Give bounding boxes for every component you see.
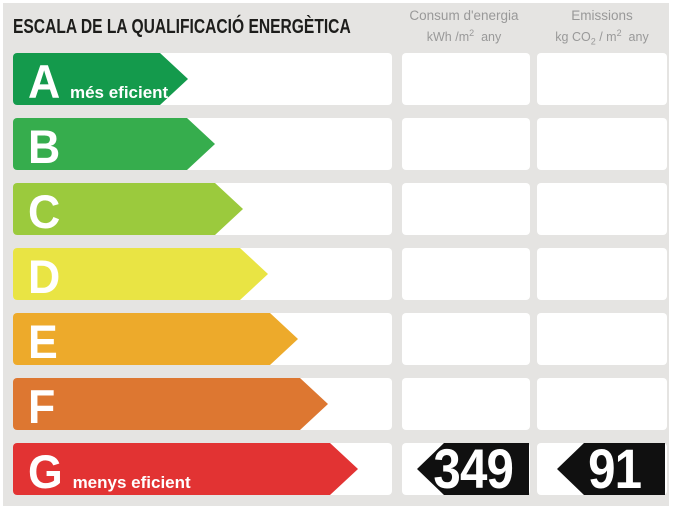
column-header-emissions: Emissions kg CO2 / m2 any — [533, 8, 671, 47]
rating-letter: E — [28, 315, 58, 368]
unit-text: any — [474, 30, 502, 45]
consumption-cell — [402, 118, 530, 170]
unit-superscript: 2 — [616, 27, 622, 38]
unit-text: kWh /m — [426, 30, 470, 45]
consumption-cell: 349 — [402, 443, 530, 495]
emissions-cell — [537, 183, 667, 235]
unit-text: kg CO — [555, 30, 591, 45]
page-title: ESCALA DE LA QUALIFICACIÓ ENERGÈTICA — [13, 16, 351, 38]
rating-row-d: D — [0, 248, 675, 300]
rating-arrow-f: F — [13, 378, 328, 430]
unit-superscript: 2 — [469, 27, 475, 38]
consumption-value-badge: 349 — [417, 443, 529, 495]
consumption-cell — [402, 183, 530, 235]
scale-track: B — [13, 118, 392, 170]
scale-track: G menys eficient — [13, 443, 392, 495]
unit-subscript: 2 — [590, 36, 596, 47]
emissions-value-badge: 91 — [557, 443, 665, 495]
rating-arrow-d: D — [13, 248, 268, 300]
rating-letter: B — [28, 120, 61, 173]
emissions-cell — [537, 53, 667, 105]
rating-arrow-e: E — [13, 313, 298, 365]
scale-track: F — [13, 378, 392, 430]
rating-row-b: B — [0, 118, 675, 170]
unit-text: / m — [595, 30, 617, 45]
unit-text: any — [621, 30, 649, 45]
scale-track: A més eficient — [13, 53, 392, 105]
rating-letter: C — [28, 185, 61, 238]
rating-letter: F — [28, 380, 56, 433]
consumption-value: 349 — [433, 437, 513, 500]
rating-row-e: E — [0, 313, 675, 365]
consumption-cell — [402, 53, 530, 105]
emissions-cell: 91 — [537, 443, 667, 495]
emissions-cell — [537, 118, 667, 170]
rating-arrow-b: B — [13, 118, 215, 170]
consumption-cell — [402, 313, 530, 365]
rating-row-a: A més eficient — [0, 53, 675, 105]
emissions-column-title: Emissions — [571, 8, 633, 23]
consumption-cell — [402, 378, 530, 430]
column-header-consumption: Consum d'energia kWh /m2 any — [398, 8, 530, 44]
rating-row-g: G menys eficient 349 91 — [0, 443, 675, 495]
scale-track: C — [13, 183, 392, 235]
emissions-cell — [537, 248, 667, 300]
scale-track: E — [13, 313, 392, 365]
emissions-cell — [537, 313, 667, 365]
rating-arrow-label: més eficient — [69, 83, 169, 102]
emissions-column-unit: kg CO2 / m2 any — [533, 28, 671, 47]
scale-track: D — [13, 248, 392, 300]
rating-row-f: F — [0, 378, 675, 430]
emissions-value: 91 — [587, 437, 642, 500]
consumption-column-unit: kWh /m2 any — [398, 28, 530, 44]
consumption-cell — [402, 248, 530, 300]
rating-letter: A — [28, 55, 61, 108]
rating-letter: D — [28, 250, 61, 303]
consumption-column-title: Consum d'energia — [409, 8, 519, 23]
rating-letter: G — [28, 445, 63, 498]
rating-arrow-a: A més eficient — [13, 53, 188, 105]
emissions-cell — [537, 378, 667, 430]
rating-arrow-label: menys eficient — [72, 473, 191, 492]
rating-arrow-g: G menys eficient — [13, 443, 358, 495]
rating-arrow-c: C — [13, 183, 243, 235]
rating-row-c: C — [0, 183, 675, 235]
